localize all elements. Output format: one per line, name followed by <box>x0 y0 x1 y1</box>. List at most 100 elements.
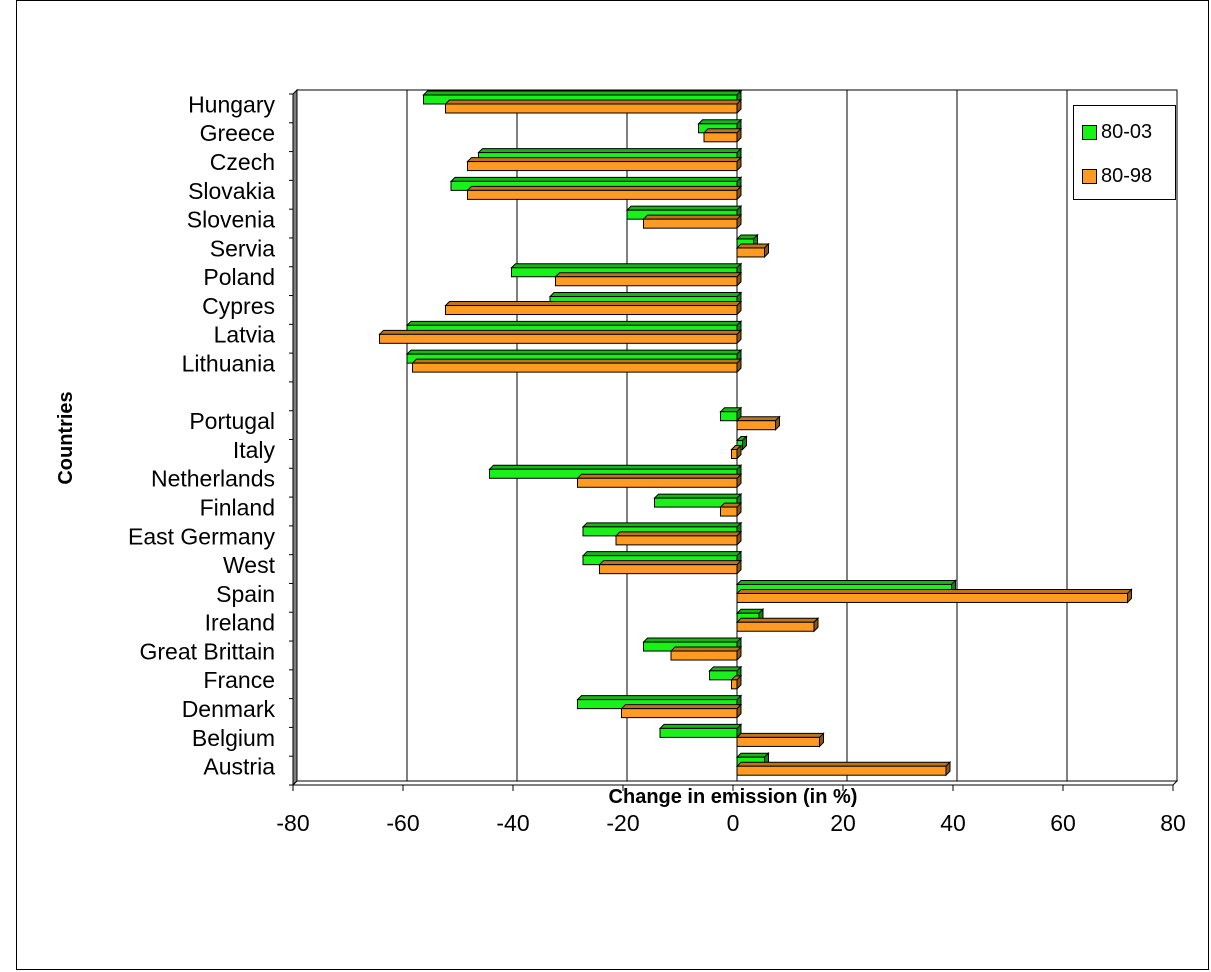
y-axis-title: Countries <box>55 391 77 484</box>
bar-top-face <box>466 185 743 191</box>
category-label: Greece <box>200 120 275 146</box>
bar-ireland-2 <box>736 621 815 632</box>
bar-top-face <box>466 157 743 163</box>
x-tick-labels: -80 -60 -40 -20 0 20 40 60 80 <box>276 810 1185 836</box>
x-axis-title: Change in emission (in %) <box>609 786 858 808</box>
bar-top-face <box>642 214 743 220</box>
x-tick-label: -60 <box>386 810 419 836</box>
x-tick-label: 40 <box>940 810 966 836</box>
axes <box>289 90 1179 791</box>
category-label: Great Brittain <box>140 638 276 664</box>
bar-spain-2 <box>736 592 1128 603</box>
bar-denmark-2 <box>621 708 738 719</box>
bar-top-face <box>620 704 743 710</box>
category-label: Ireland <box>205 610 275 636</box>
bar-top-face <box>510 263 743 269</box>
bar-top-face <box>625 205 743 211</box>
bar-top-face <box>708 666 743 672</box>
bar-top-face <box>735 617 820 623</box>
bar-france-2 <box>731 679 738 690</box>
legend-item-series-1: 80-03 <box>1082 120 1152 144</box>
bar-top-face <box>488 464 743 470</box>
bar-finland-2 <box>720 506 738 517</box>
bar-top-face <box>576 695 743 701</box>
legend-label-series-1: 80-03 <box>1101 120 1153 143</box>
category-label: Netherlands <box>151 466 275 492</box>
bar-top-face <box>642 637 743 643</box>
bar-top-face <box>444 99 743 105</box>
bar-top-face <box>477 148 743 154</box>
bar-slovakia-2 <box>467 189 738 200</box>
bar-top-face <box>735 732 825 738</box>
bar-top-face <box>735 752 770 758</box>
bar-hungary-2 <box>445 103 738 114</box>
bar-top-face <box>735 416 781 422</box>
legend-swatch-series-1 <box>1082 124 1097 140</box>
category-label: Servia <box>210 235 275 261</box>
category-label: Poland <box>203 264 275 290</box>
bar-top-face <box>658 723 743 729</box>
bar-top-face <box>554 272 743 278</box>
bar-top-face <box>548 292 743 298</box>
bar-top-face <box>576 473 743 479</box>
bar-west-2 <box>599 564 738 575</box>
bar-top-face <box>411 358 743 364</box>
bar-poland-2 <box>555 276 738 287</box>
bar-top-face <box>735 579 957 585</box>
x-tick-label: 80 <box>1160 810 1186 836</box>
category-label: Slovakia <box>188 178 275 204</box>
bar-greece-2 <box>703 132 738 143</box>
bar-top-face <box>405 320 743 326</box>
legend: 80-03 80-98 <box>1073 105 1176 200</box>
category-label: Slovenia <box>187 207 275 233</box>
y-category-labels: Hungary Greece Czech Slovakia SloveniaServia… <box>128 91 276 779</box>
legend-swatch-series-2 <box>1082 168 1097 184</box>
category-label: Denmark <box>182 696 276 722</box>
bar-top-face <box>669 646 743 652</box>
bar-top-face <box>449 176 743 182</box>
bar-top-face <box>697 119 743 125</box>
bar-top-face <box>405 349 743 355</box>
bar-top-face <box>653 493 743 499</box>
bar-netherlands-2 <box>577 477 738 488</box>
bar-top-face <box>735 243 770 249</box>
bar-top-face <box>444 301 743 307</box>
bar-great-brittain-2 <box>670 650 738 661</box>
bar-top-face <box>581 551 743 557</box>
bar-top-face <box>702 128 743 134</box>
bar-cypres-2 <box>445 305 738 316</box>
category-label: Spain <box>216 581 275 607</box>
bar-austria-2 <box>736 765 947 776</box>
bar-servia-2 <box>736 247 765 258</box>
x-tick-label: -80 <box>276 810 309 836</box>
x-tick-label: 60 <box>1050 810 1076 836</box>
bars <box>378 89 1133 777</box>
category-label: Portugal <box>189 408 275 434</box>
x-tick-label: 0 <box>727 810 740 836</box>
bar-lithuania-2 <box>412 362 738 373</box>
bar-belgium-1 <box>659 727 738 738</box>
bar-slovenia-2 <box>643 218 738 229</box>
bar-italy-2 <box>731 449 738 459</box>
bar-portugal-1 <box>720 411 738 422</box>
category-label: Italy <box>233 437 276 463</box>
legend-item-series-2: 80-98 <box>1082 164 1152 188</box>
category-label: Cypres <box>202 293 275 319</box>
bar-top-face <box>598 560 743 566</box>
category-label: Hungary <box>188 91 275 117</box>
bar-top-face <box>735 761 952 767</box>
bar-top-face <box>422 90 743 96</box>
gridlines <box>406 90 1068 781</box>
plot-floor <box>291 780 1179 786</box>
category-label: Belgium <box>192 725 275 751</box>
bar-top-face <box>378 329 743 335</box>
category-label: France <box>203 667 275 693</box>
x-tick-label: -40 <box>496 810 529 836</box>
bar-czech-2 <box>467 161 738 172</box>
x-tick-label: 20 <box>830 810 856 836</box>
bar-belgium-2 <box>736 736 820 747</box>
category-label: Finland <box>200 494 275 520</box>
legend-label-series-2: 80-98 <box>1101 164 1153 187</box>
category-label: Czech <box>210 149 275 175</box>
